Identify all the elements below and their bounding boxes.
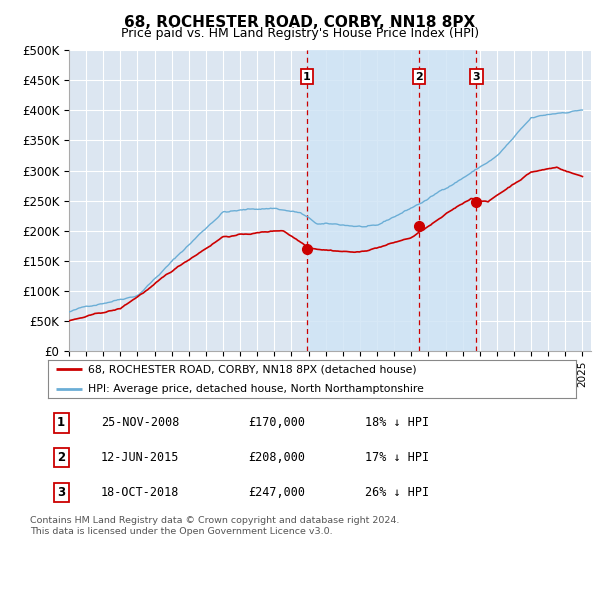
Text: 18-OCT-2018: 18-OCT-2018 xyxy=(101,486,179,499)
Text: 25-NOV-2008: 25-NOV-2008 xyxy=(101,416,179,430)
Text: £247,000: £247,000 xyxy=(248,486,305,499)
Text: £208,000: £208,000 xyxy=(248,451,305,464)
Text: Contains HM Land Registry data © Crown copyright and database right 2024.
This d: Contains HM Land Registry data © Crown c… xyxy=(30,516,400,536)
Text: 3: 3 xyxy=(57,486,65,499)
Text: 2: 2 xyxy=(415,71,423,81)
Text: HPI: Average price, detached house, North Northamptonshire: HPI: Average price, detached house, Nort… xyxy=(88,384,424,394)
Text: Price paid vs. HM Land Registry's House Price Index (HPI): Price paid vs. HM Land Registry's House … xyxy=(121,27,479,40)
Text: 1: 1 xyxy=(303,71,311,81)
Text: £170,000: £170,000 xyxy=(248,416,305,430)
Bar xyxy=(307,50,476,351)
Text: 68, ROCHESTER ROAD, CORBY, NN18 8PX: 68, ROCHESTER ROAD, CORBY, NN18 8PX xyxy=(124,15,476,30)
Text: 18% ↓ HPI: 18% ↓ HPI xyxy=(365,416,429,430)
Text: 68, ROCHESTER ROAD, CORBY, NN18 8PX (detached house): 68, ROCHESTER ROAD, CORBY, NN18 8PX (det… xyxy=(88,365,416,375)
Text: 1: 1 xyxy=(57,416,65,430)
Text: 26% ↓ HPI: 26% ↓ HPI xyxy=(365,486,429,499)
Text: 3: 3 xyxy=(473,71,480,81)
Text: 2: 2 xyxy=(57,451,65,464)
Text: 17% ↓ HPI: 17% ↓ HPI xyxy=(365,451,429,464)
Text: 12-JUN-2015: 12-JUN-2015 xyxy=(101,451,179,464)
